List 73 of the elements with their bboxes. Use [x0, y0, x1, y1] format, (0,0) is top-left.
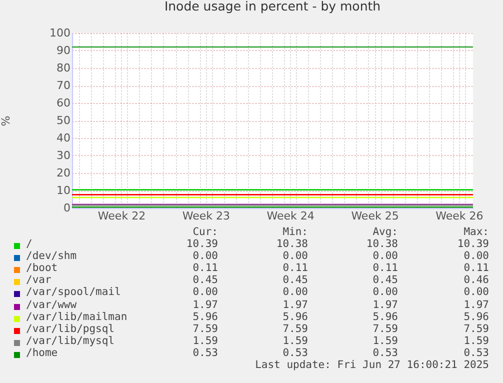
legend-label: /dev/shm [26, 250, 77, 262]
text: 10.38 [366, 238, 398, 250]
text: 10.38 [276, 238, 308, 250]
text: 7.59 [464, 322, 489, 335]
text: 7.59 [192, 322, 218, 335]
x-tick-label: Week 26 [436, 210, 484, 222]
text: 0.00 [192, 250, 218, 262]
text: 0.11 [464, 262, 489, 274]
text: 0.11 [372, 262, 398, 274]
text: 0.00 [464, 250, 489, 262]
y-tick-label: 0 [64, 202, 70, 214]
text: 1.97 [372, 298, 398, 310]
x-tick-label: Week 24 [266, 210, 314, 222]
y-axis-title: % [0, 116, 13, 126]
text: 0.00 [372, 286, 398, 298]
text: 0.45 [282, 274, 308, 286]
y-tick-label: 60 [56, 96, 70, 110]
legend-label: /var/lib/pgsql [26, 322, 115, 335]
x-tick-label: Week 25 [351, 210, 399, 222]
text: 0.11 [282, 262, 308, 274]
y-tick-label: 10 [56, 184, 70, 197]
x-tick-label: Week 23 [182, 210, 230, 222]
text: 1.59 [282, 334, 308, 347]
text: 0.00 [192, 286, 218, 298]
text: 1.97 [464, 298, 489, 310]
y-tick-label: 30 [56, 149, 70, 162]
legend-label: /var/lib/mysql [26, 334, 115, 347]
y-tick-label: 40 [56, 132, 70, 144]
text: 5.96 [282, 310, 308, 323]
text: 0.53 [464, 346, 489, 359]
text: 0.00 [464, 286, 489, 298]
text: 10.39 [457, 238, 489, 250]
y-tick-label: 90 [56, 44, 70, 57]
text: 1.59 [192, 334, 218, 347]
text: 0.00 [282, 286, 308, 298]
legend-label: /var/www [26, 298, 77, 310]
y-tick-label: 80 [56, 62, 70, 74]
text: 5.96 [464, 310, 489, 323]
text: Min: [282, 226, 308, 238]
text: 1.59 [464, 334, 489, 347]
legend-label: /boot [26, 262, 58, 274]
text: 1.97 [192, 298, 218, 310]
y-tick-label: 50 [56, 114, 70, 127]
text: 0.53 [372, 346, 398, 359]
text: Avg: [372, 226, 398, 238]
text: 0.45 [192, 274, 218, 286]
y-tick-label: 70 [56, 79, 70, 92]
text: 5.96 [372, 310, 398, 323]
text: 0.53 [282, 346, 308, 359]
text: 0.11 [192, 262, 218, 274]
text: 0.45 [372, 274, 398, 286]
text: Max: [464, 226, 489, 238]
text: 5.96 [192, 310, 218, 323]
text: Last update: Fri Jun 27 16:00:21 2025 [255, 359, 489, 371]
text: 0.53 [192, 346, 218, 359]
text: 0.00 [372, 250, 398, 262]
legend-label: /var/spool/mail [26, 286, 121, 298]
text: 0.00 [282, 250, 308, 262]
text: 10.39 [186, 238, 218, 250]
text: 7.59 [372, 322, 398, 335]
y-tick-label: 100 [50, 26, 70, 40]
chart-title: Inode usage in percent - by month [164, 0, 381, 14]
legend-label: /var/lib/mailman [26, 310, 128, 323]
legend-label: / [26, 238, 32, 250]
text: 0.46 [464, 274, 489, 286]
text: 1.97 [282, 298, 308, 310]
x-tick-label: Week 22 [98, 210, 146, 222]
text: 1.59 [372, 334, 398, 347]
y-tick-label: 20 [56, 166, 70, 180]
text: 7.59 [282, 322, 308, 335]
legend-label: /home [26, 346, 58, 359]
text: Cur: [192, 226, 218, 238]
legend-label: /var [26, 274, 52, 286]
